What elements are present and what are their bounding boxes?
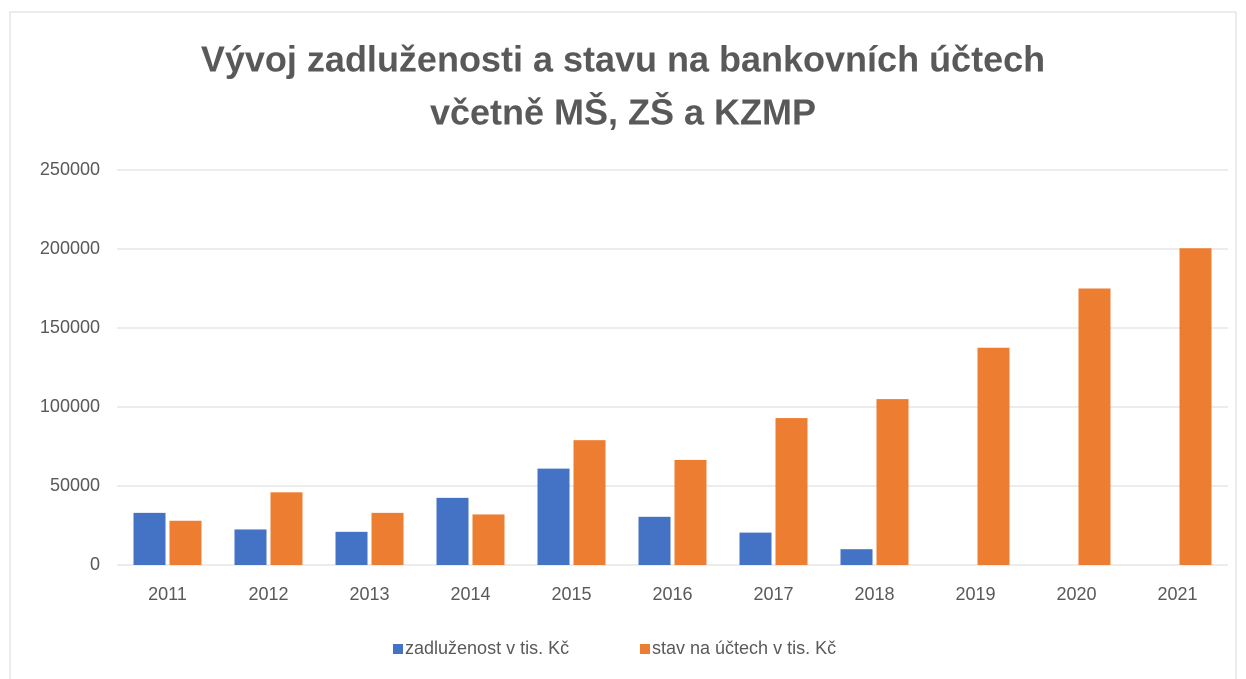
bar bbox=[739, 532, 772, 565]
chart-border bbox=[9, 11, 1237, 679]
x-tick-label: 2011 bbox=[148, 584, 187, 604]
bar bbox=[840, 549, 873, 565]
bar bbox=[169, 520, 202, 565]
y-tick-label: 250000 bbox=[40, 159, 100, 179]
x-tick-label: 2013 bbox=[349, 584, 389, 604]
bar bbox=[371, 512, 404, 565]
legend-label: stav na účtech v tis. Kč bbox=[652, 638, 836, 658]
y-tick-label: 100000 bbox=[40, 396, 100, 416]
chart-title: včetně MŠ, ZŠ a KZMP bbox=[430, 91, 816, 133]
bar bbox=[573, 440, 606, 565]
legend-swatch bbox=[393, 644, 403, 654]
bar bbox=[234, 529, 267, 565]
x-tick-label: 2015 bbox=[551, 584, 591, 604]
bar bbox=[270, 492, 303, 565]
x-tick-label: 2021 bbox=[1157, 584, 1197, 604]
x-tick-label: 2012 bbox=[248, 584, 288, 604]
bar bbox=[335, 531, 368, 565]
chart-title: Vývoj zadluženosti a stavu na bankovních… bbox=[201, 39, 1045, 80]
x-tick-label: 2016 bbox=[652, 584, 692, 604]
y-tick-label: 150000 bbox=[40, 317, 100, 337]
x-tick-label: 2020 bbox=[1056, 584, 1096, 604]
legend-swatch bbox=[640, 644, 650, 654]
bar bbox=[133, 512, 166, 565]
bar bbox=[1179, 248, 1212, 565]
bar bbox=[472, 514, 505, 565]
legend-label: zadluženost v tis. Kč bbox=[405, 638, 569, 658]
y-tick-label: 0 bbox=[90, 554, 100, 574]
bar bbox=[638, 516, 671, 565]
bar bbox=[775, 418, 808, 565]
bar bbox=[537, 468, 570, 565]
x-tick-label: 2019 bbox=[955, 584, 995, 604]
y-tick-label: 50000 bbox=[50, 475, 100, 495]
y-tick-label: 200000 bbox=[40, 238, 100, 258]
bar bbox=[674, 459, 707, 565]
x-tick-label: 2018 bbox=[854, 584, 894, 604]
x-tick-label: 2014 bbox=[450, 584, 490, 604]
bar bbox=[977, 347, 1010, 565]
bar bbox=[1078, 288, 1111, 565]
bar bbox=[876, 399, 909, 565]
bar bbox=[436, 497, 469, 565]
x-tick-label: 2017 bbox=[753, 584, 793, 604]
